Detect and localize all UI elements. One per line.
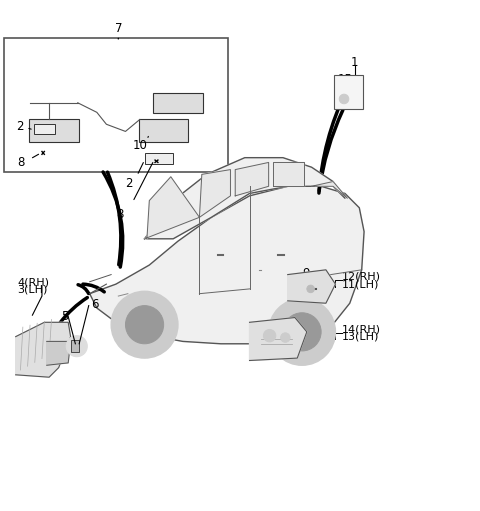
Text: 1: 1 [351,56,358,68]
Polygon shape [144,158,345,239]
FancyBboxPatch shape [139,119,189,142]
Bar [71,340,79,352]
Polygon shape [47,341,71,365]
Polygon shape [274,162,304,187]
Text: 2: 2 [126,177,133,191]
Circle shape [283,313,321,351]
Circle shape [307,285,314,293]
Text: 8: 8 [17,156,24,169]
Text: 2: 2 [16,120,23,133]
Polygon shape [90,187,364,344]
Text: 8: 8 [116,208,123,221]
Text: 10: 10 [132,139,147,152]
Text: 6: 6 [91,298,98,311]
Polygon shape [235,162,269,196]
Text: 15: 15 [338,74,353,86]
Text: 9: 9 [302,267,310,280]
Circle shape [281,333,290,342]
Bar [144,153,173,164]
Polygon shape [144,177,199,239]
Circle shape [269,298,336,365]
Text: 3(LH): 3(LH) [17,285,48,295]
Text: 5: 5 [61,310,69,323]
Text: 14(RH): 14(RH) [342,324,381,335]
Text: 12(RH): 12(RH) [342,272,381,282]
Polygon shape [199,170,230,217]
Text: 9: 9 [302,323,310,336]
Text: 7: 7 [115,22,122,35]
Circle shape [125,306,164,344]
Text: 4(RH): 4(RH) [17,277,49,288]
Circle shape [66,336,87,357]
Polygon shape [16,322,71,377]
Text: 13(LH): 13(LH) [342,332,379,342]
Polygon shape [250,317,307,360]
FancyBboxPatch shape [334,75,363,109]
FancyBboxPatch shape [29,119,79,142]
FancyBboxPatch shape [153,93,203,113]
Circle shape [339,94,349,104]
Bar [34,124,55,134]
FancyBboxPatch shape [4,38,228,172]
Text: 11(LH): 11(LH) [342,279,379,289]
Circle shape [264,330,276,342]
Polygon shape [312,181,348,198]
Polygon shape [288,270,336,303]
Circle shape [111,291,178,358]
